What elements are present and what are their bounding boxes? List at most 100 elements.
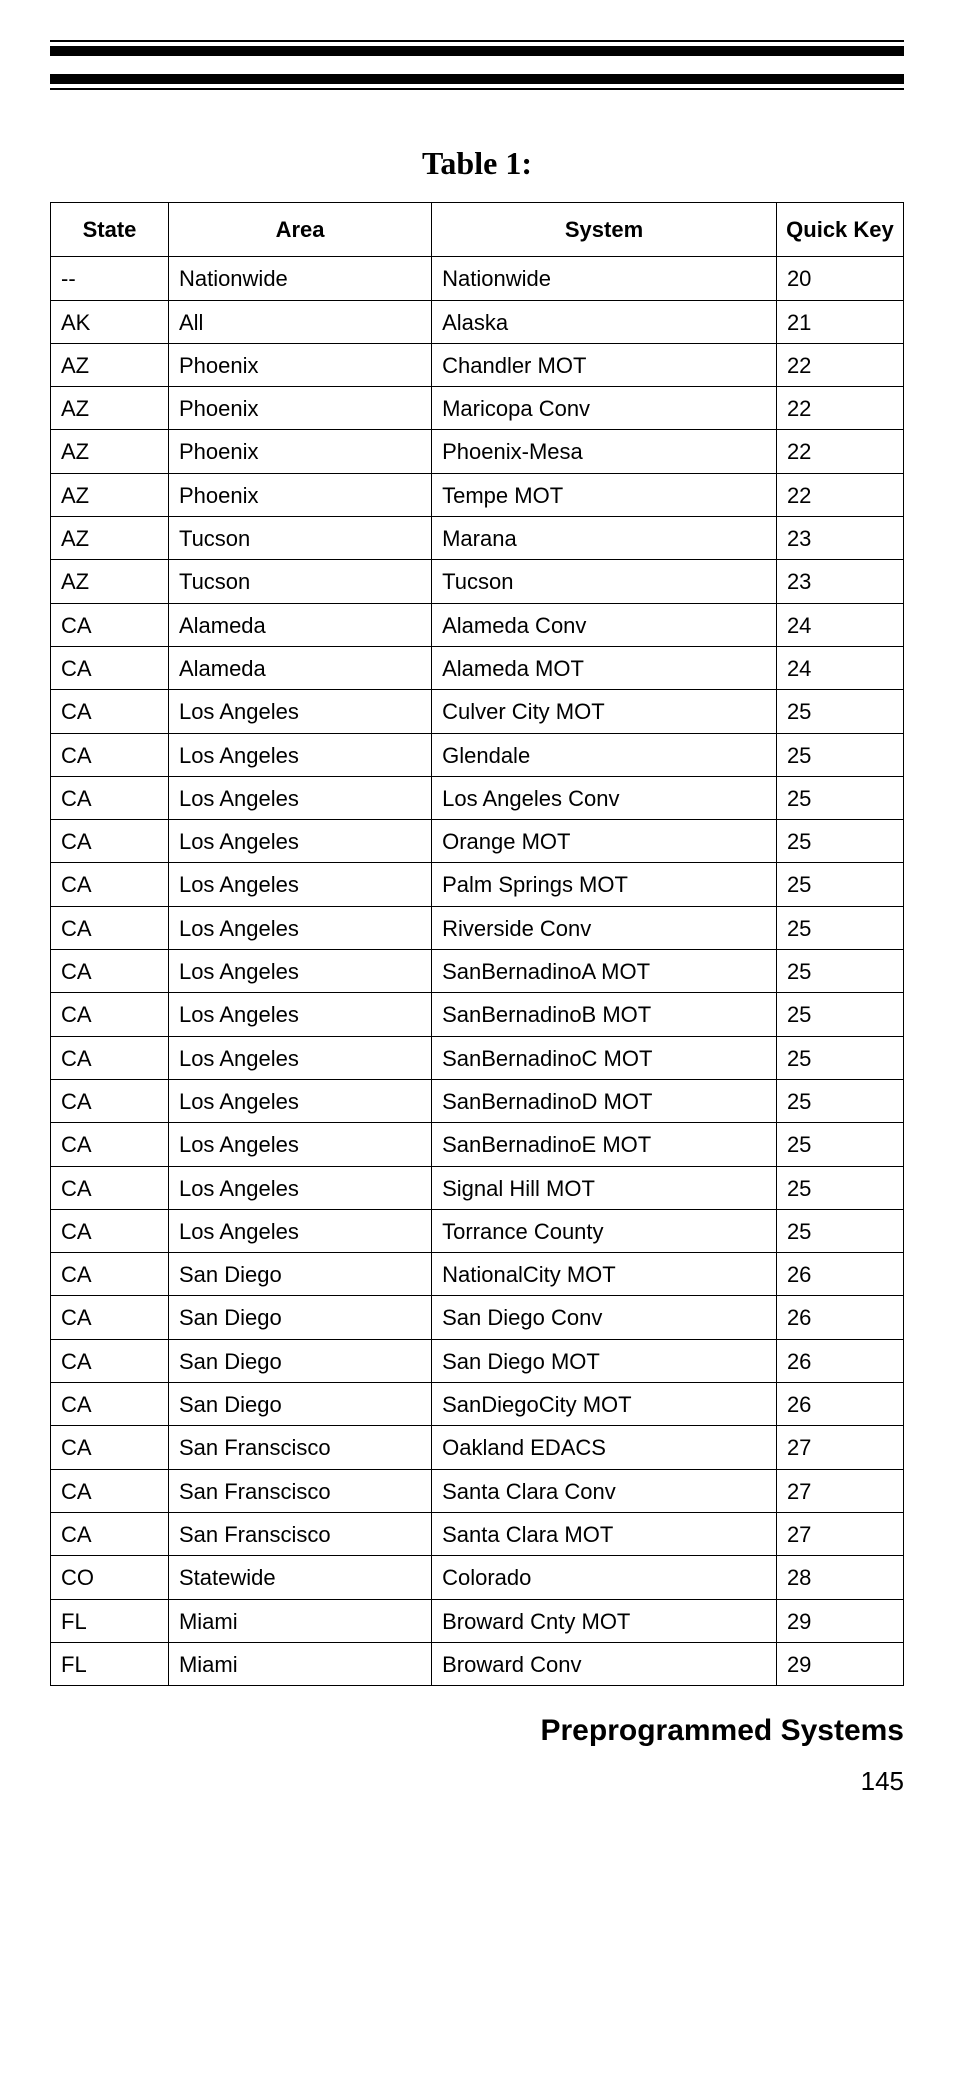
cell-quick-key: 22 [776,473,903,516]
cell-area: Los Angeles [168,950,431,993]
cell-state: CA [51,820,169,863]
cell-state: CA [51,1339,169,1382]
cell-quick-key: 29 [776,1642,903,1685]
cell-quick-key: 23 [776,560,903,603]
table-row: CALos AngelesTorrance County25 [51,1209,904,1252]
cell-system: SanBernadinoE MOT [432,1123,777,1166]
table-caption: Table 1: [50,145,904,182]
table-row: AZPhoenixPhoenix-Mesa22 [51,430,904,473]
cell-area: Los Angeles [168,1123,431,1166]
cell-area: Phoenix [168,473,431,516]
cell-quick-key: 25 [776,1036,903,1079]
cell-quick-key: 25 [776,1079,903,1122]
cell-system: Santa Clara MOT [432,1512,777,1555]
cell-area: Nationwide [168,257,431,300]
table-row: CAAlamedaAlameda Conv24 [51,603,904,646]
cell-quick-key: 25 [776,1166,903,1209]
table-row: CALos AngelesSanBernadinoC MOT25 [51,1036,904,1079]
table-row: AZPhoenixChandler MOT22 [51,343,904,386]
cell-system: Culver City MOT [432,690,777,733]
cell-quick-key: 26 [776,1383,903,1426]
cell-state: AZ [51,387,169,430]
table-row: CALos AngelesCulver City MOT25 [51,690,904,733]
table-row: CALos AngelesSanBernadinoE MOT25 [51,1123,904,1166]
page: Table 1: State Area System Quick Key --N… [0,0,954,1827]
cell-system: Orange MOT [432,820,777,863]
cell-system: Los Angeles Conv [432,776,777,819]
table-row: CASan DiegoNationalCity MOT26 [51,1253,904,1296]
cell-state: CA [51,646,169,689]
cell-quick-key: 25 [776,690,903,733]
table-row: AZTucsonTucson23 [51,560,904,603]
cell-system: Glendale [432,733,777,776]
section-footer-title: Preprogrammed Systems [50,1714,904,1748]
cell-area: Alameda [168,646,431,689]
table-row: CASan DiegoSan Diego Conv26 [51,1296,904,1339]
cell-system: Phoenix-Mesa [432,430,777,473]
cell-system: Alameda MOT [432,646,777,689]
cell-area: Los Angeles [168,863,431,906]
cell-state: CA [51,906,169,949]
cell-state: CA [51,1036,169,1079]
cell-area: Phoenix [168,387,431,430]
cell-quick-key: 27 [776,1512,903,1555]
table-row: CALos AngelesGlendale25 [51,733,904,776]
cell-quick-key: 26 [776,1339,903,1382]
cell-system: SanDiegoCity MOT [432,1383,777,1426]
table-row: AZPhoenixTempe MOT22 [51,473,904,516]
cell-quick-key: 26 [776,1253,903,1296]
cell-state: AZ [51,430,169,473]
cell-quick-key: 27 [776,1469,903,1512]
cell-system: Alaska [432,300,777,343]
table-row: CALos AngelesOrange MOT25 [51,820,904,863]
cell-quick-key: 24 [776,646,903,689]
table-row: CASan FransciscoSanta Clara Conv27 [51,1469,904,1512]
table-row: AKAllAlaska21 [51,300,904,343]
rule-thick [50,74,904,84]
cell-system: Nationwide [432,257,777,300]
top-rule-group-2 [50,74,904,90]
cell-area: Phoenix [168,343,431,386]
rule-thin [50,88,904,90]
table-row: CALos AngelesSanBernadinoB MOT25 [51,993,904,1036]
cell-area: Miami [168,1599,431,1642]
cell-quick-key: 20 [776,257,903,300]
cell-quick-key: 25 [776,950,903,993]
cell-area: Los Angeles [168,1079,431,1122]
cell-system: Palm Springs MOT [432,863,777,906]
table-row: AZTucsonMarana23 [51,517,904,560]
cell-area: Miami [168,1642,431,1685]
cell-state: AZ [51,517,169,560]
table-row: CASan DiegoSanDiegoCity MOT26 [51,1383,904,1426]
cell-state: CA [51,1253,169,1296]
cell-area: Los Angeles [168,733,431,776]
cell-area: San Diego [168,1339,431,1382]
cell-area: Los Angeles [168,690,431,733]
table-row: AZPhoenixMaricopa Conv22 [51,387,904,430]
cell-state: CA [51,690,169,733]
table-row: COStatewideColorado28 [51,1556,904,1599]
cell-state: CA [51,733,169,776]
table-row: CALos AngelesSanBernadinoD MOT25 [51,1079,904,1122]
col-header-area: Area [168,203,431,257]
cell-quick-key: 22 [776,387,903,430]
cell-system: Santa Clara Conv [432,1469,777,1512]
cell-area: Los Angeles [168,993,431,1036]
cell-system: SanBernadinoD MOT [432,1079,777,1122]
cell-area: Los Angeles [168,1166,431,1209]
cell-area: Los Angeles [168,820,431,863]
cell-system: Broward Conv [432,1642,777,1685]
cell-quick-key: 26 [776,1296,903,1339]
col-header-quick-key: Quick Key [776,203,903,257]
cell-system: NationalCity MOT [432,1253,777,1296]
cell-quick-key: 25 [776,863,903,906]
cell-area: Los Angeles [168,1036,431,1079]
cell-system: Oakland EDACS [432,1426,777,1469]
cell-state: CA [51,1123,169,1166]
cell-state: FL [51,1599,169,1642]
cell-system: Tucson [432,560,777,603]
cell-quick-key: 22 [776,343,903,386]
cell-state: -- [51,257,169,300]
cell-system: Maricopa Conv [432,387,777,430]
top-rule-group-1 [50,40,904,56]
